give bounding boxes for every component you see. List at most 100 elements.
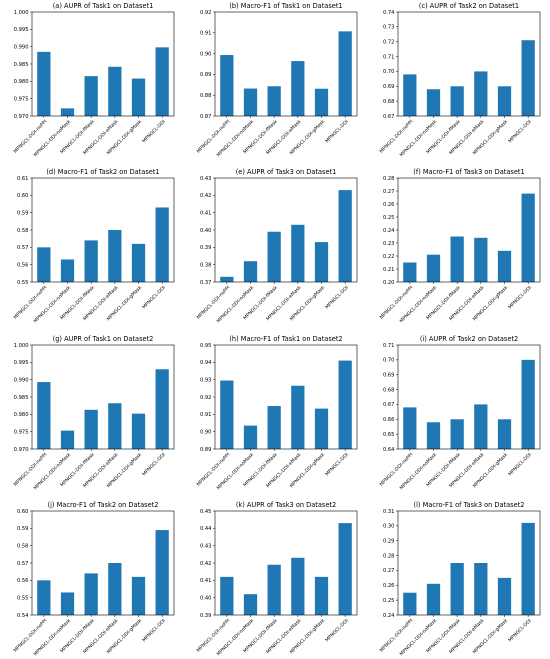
y-tick-label: 0.73 [383,25,395,31]
bar [497,86,512,116]
bar [338,360,352,449]
bar [426,422,441,449]
bar [291,224,305,282]
y-tick-label: 0.25 [383,215,395,221]
bar [450,563,464,615]
bar [131,243,146,282]
bar-chart-panel: (k) AUPR of Task3 on Dataset2MPNGCL-DDI-… [196,501,358,657]
bar [403,74,417,116]
y-tick-label: 0.43 [200,176,212,182]
y-tick-label: 0.55 [17,595,29,601]
bar [220,576,234,615]
y-tick-label: 1.000 [14,343,29,349]
bar [267,86,281,116]
bar-chart-panel: (f) Macro-F1 of Task3 on Dataset1 MPNGCL-… [379,168,541,324]
y-tick-label: 0.995 [14,27,29,33]
y-tick-label: 0.58 [17,543,29,549]
bar [131,413,146,449]
bar [291,385,305,449]
y-tick-label: 0.24 [383,228,395,234]
y-tick-label: 0.970 [14,447,29,453]
x-tick-label: MPNGCL-DDI [141,285,167,311]
x-tick-label: MPNGCL-DDI [324,618,350,644]
bar [403,592,417,615]
bar [497,419,512,449]
bar [521,40,535,116]
bar-chart-panel: (d) Macro-F1 of Task2 on Dataset1 MPNGCL-… [13,168,175,324]
x-tick-label: MPNGCL-DDI [507,618,533,644]
y-tick-label: 0.985 [14,395,29,401]
y-tick-label: 1.000 [14,10,29,16]
y-tick-label: 0.91 [200,412,212,418]
bar [131,576,146,615]
plot-frame [397,510,541,616]
bar [338,31,352,116]
chart-title: (k) AUPR of Task3 on Dataset2 [236,501,336,509]
bar [267,564,281,615]
y-tick-label: 0.57 [17,245,29,251]
bar [450,236,464,282]
y-tick-label: 0.38 [200,262,212,268]
plot-frame [397,344,541,450]
y-tick-label: 0.71 [383,54,395,60]
y-tick-label: 0.55 [17,280,29,286]
y-tick-label: 0.28 [383,553,395,559]
bar-chart-panel: (j) Macro-F1 of Task2 on Dataset2 MPNGCL-… [13,501,175,657]
y-tick-label: 0.67 [383,402,395,408]
bar-chart-panel: (i) AUPR of Task2 on Dataset2MPNGCL-DDI-… [379,335,541,491]
y-tick-label: 0.30 [383,524,395,530]
y-tick-label: 0.26 [383,202,395,208]
y-tick-label: 0.44 [200,526,212,532]
y-tick-label: 0.54 [17,613,29,619]
bar [108,230,122,282]
y-tick-label: 0.65 [383,432,395,438]
x-tick-label: MPNGCL-DDI [141,119,167,145]
y-tick-label: 0.22 [383,254,395,260]
y-tick-label: 0.56 [17,578,29,584]
x-tick-label: MPNGCL-DDI [324,452,350,478]
y-tick-label: 0.91 [200,31,212,37]
bar-chart-panel: (b) Macro-F1 of Task1 on Dataset1 MPNGCL-… [196,2,358,158]
plot-frame [31,344,175,450]
plot-frame [214,11,358,117]
bar [314,88,329,116]
y-tick-label: 0.21 [383,267,395,273]
y-tick-label: 0.20 [383,280,395,286]
chart-title: (l) Macro-F1 of Task3 on Dataset2 [414,501,525,509]
plot-frame [214,344,358,450]
y-tick-label: 0.69 [383,373,395,379]
bar [267,406,281,449]
y-tick-label: 0.39 [200,245,212,251]
chart-title: (j) Macro-F1 of Task2 on Dataset2 [48,501,159,509]
y-tick-label: 0.94 [200,360,212,366]
bar [243,594,258,615]
chart-title: (e) AUPR of Task3 on Dataset1 [236,168,337,176]
y-tick-label: 0.57 [17,561,29,567]
y-tick-label: 0.27 [383,568,395,574]
bar [521,193,535,282]
chart-title: (c) AUPR of Task2 on Dataset1 [419,2,519,10]
y-tick-label: 0.995 [14,360,29,366]
bar [450,86,464,116]
y-tick-label: 0.990 [14,44,29,50]
bar [108,563,122,615]
y-tick-label: 0.45 [200,509,212,515]
bar [497,250,512,282]
bar [37,580,51,615]
bar [37,382,51,449]
y-tick-label: 0.70 [383,358,395,364]
y-tick-label: 0.980 [14,412,29,418]
bar-chart-panel: (h) Macro-F1 of Task1 on Dataset2 MPNGCL-… [196,335,358,491]
bar [450,419,464,449]
bar [426,254,441,282]
bar [60,592,75,615]
bar [497,577,512,615]
y-tick-label: 0.975 [14,96,29,102]
bar [267,231,281,282]
chart-title: (a) AUPR of Task1 on Dataset1 [53,2,154,10]
y-tick-label: 0.92 [200,10,212,16]
y-tick-label: 0.64 [383,447,395,453]
bar [60,259,75,282]
bar [521,522,535,615]
bar [220,276,234,282]
